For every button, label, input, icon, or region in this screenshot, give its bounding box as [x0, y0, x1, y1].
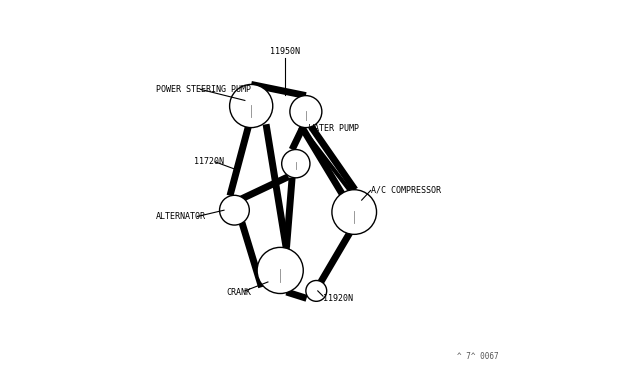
Text: POWER STEERING PUMP: POWER STEERING PUMP	[156, 85, 252, 94]
Circle shape	[332, 190, 376, 234]
Circle shape	[306, 280, 326, 301]
Text: 11950N: 11950N	[271, 47, 300, 56]
Circle shape	[282, 150, 310, 178]
Circle shape	[290, 96, 322, 128]
Text: A/C COMPRESSOR: A/C COMPRESSOR	[371, 186, 442, 195]
Text: 11720N: 11720N	[195, 157, 224, 166]
Circle shape	[220, 195, 250, 225]
Text: ALTERNATOR: ALTERNATOR	[156, 212, 206, 221]
Circle shape	[257, 247, 303, 294]
Text: WATER PUMP: WATER PUMP	[309, 124, 359, 132]
Text: ^ 7^ 0067: ^ 7^ 0067	[457, 352, 499, 361]
Text: CRANK: CRANK	[227, 288, 252, 296]
Text: 11920N: 11920N	[323, 294, 353, 303]
Circle shape	[230, 84, 273, 128]
